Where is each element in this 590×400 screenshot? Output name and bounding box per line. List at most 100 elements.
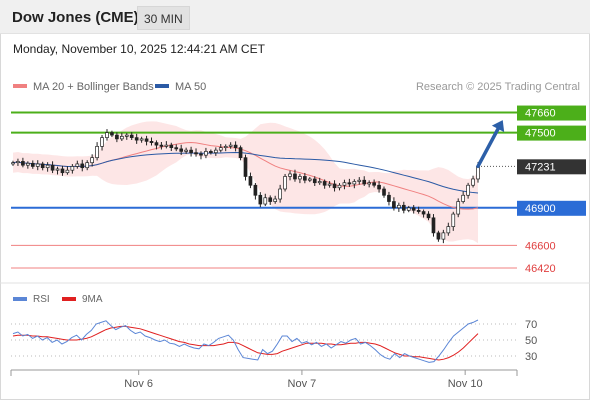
candle [60,168,65,174]
candle [238,147,243,159]
legend-swatch-ma50 [155,84,169,88]
candle [327,183,332,186]
candle [401,204,406,211]
level-label-47500: 47500 [525,128,556,140]
x-tick-label: Nov 10 [448,378,483,390]
trend-arrow [476,120,505,169]
level-labels: 47660 47500 47231 46900 46600 46420 [517,105,586,275]
candle [30,162,35,167]
candle [149,141,154,143]
candle [139,138,144,141]
candle [223,146,228,148]
candle [416,209,421,212]
legend-ma50: MA 50 [175,81,206,93]
candle [129,134,134,138]
level-tag-47500 [517,125,586,141]
x-tick-label: Nov 6 [124,378,153,390]
candle [387,194,391,202]
candle [446,226,451,234]
level-tag-46900 [517,200,586,216]
rsi-ma-line [12,325,479,361]
candle [441,232,446,240]
candle [105,132,109,138]
candle [199,153,203,156]
x-tick-label: Nov 7 [288,378,317,390]
moving-averages [12,142,479,210]
candle [95,146,99,159]
candle [258,194,263,205]
instrument-title: Dow Jones (CME) [12,9,139,26]
level-label-47660: 47660 [525,108,556,120]
candle [283,176,287,190]
candle [213,149,218,154]
candle [11,162,15,165]
candle [110,132,114,136]
credit-text: Research © 2025 Trading Central [416,81,580,93]
candle [115,134,119,140]
candle [159,144,164,147]
candle [228,144,233,147]
candle [70,166,75,171]
legend-rsi: RSI [33,294,50,305]
legend-swatch-ma20 [13,84,27,88]
x-axis-ticks: Nov 6 Nov 7 Nov 10 [124,370,483,390]
candle [144,138,149,142]
timeframe-button[interactable]: 30 MIN [137,6,190,30]
candle [471,178,475,186]
candle [169,144,174,148]
candle [268,197,273,202]
bollinger-band-area [13,121,478,244]
candle [476,165,480,180]
candle [382,188,386,196]
candle [461,194,465,202]
candle [134,137,139,141]
candle [50,164,55,171]
timestamp: Monday, November 10, 2025 12:44:21 AM CE… [13,42,265,56]
candle [26,162,30,166]
candle [367,182,372,185]
candle [80,163,85,169]
candle [273,198,278,202]
candle [218,147,223,151]
current-price-tag [517,159,586,175]
candle [278,188,282,200]
candle [189,149,193,154]
legend-swatch-9ma [62,297,76,301]
trend-arrow-shaft [476,127,500,169]
candle [347,182,352,185]
candle [164,144,169,147]
candle [337,184,342,189]
candle [233,144,238,148]
candle [16,161,20,164]
candle [397,204,401,209]
candle [174,147,179,150]
candle [21,161,25,166]
bollinger-bands [13,121,478,244]
rsi-tick-50: 50 [525,335,537,347]
candle [184,149,188,152]
header-bar: Dow Jones (CME) 30 MIN [0,0,590,34]
candle [119,136,124,140]
rsi-tick-70: 70 [525,319,537,331]
candle [436,232,441,240]
candlesticks [11,129,480,244]
ma50-line [12,152,479,194]
candle [312,178,317,184]
candle [179,148,184,152]
candle [100,137,104,147]
candle [392,201,396,209]
candle [317,181,322,184]
rsi-lines [12,319,479,363]
candle [451,213,456,227]
candle [431,217,436,234]
candle [411,207,416,211]
rsi-gridlines [11,323,517,357]
rsi-axis: 70 50 30 [525,319,537,363]
candle [298,176,302,180]
candle [342,182,347,186]
candle [194,152,198,155]
candle [209,151,213,154]
candle [288,173,292,177]
rsi-tick-30: 30 [525,351,537,363]
